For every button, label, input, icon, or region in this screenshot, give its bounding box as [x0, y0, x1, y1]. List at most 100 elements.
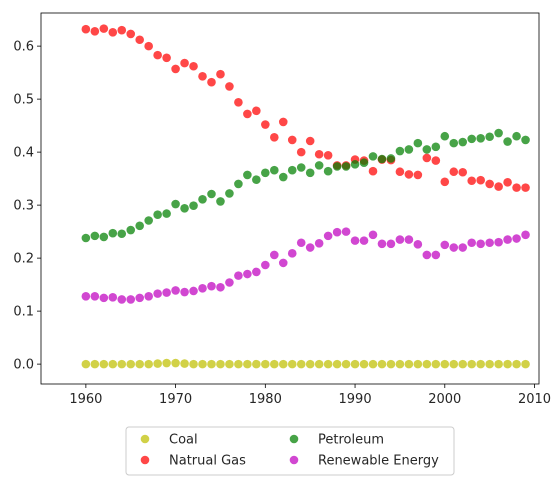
data-point	[432, 156, 441, 165]
data-point	[512, 183, 521, 192]
points-layer	[82, 24, 530, 368]
data-point	[458, 138, 467, 147]
data-point	[396, 235, 405, 244]
plot-frame	[41, 13, 539, 384]
data-point	[333, 228, 342, 237]
data-point	[207, 282, 216, 291]
series-renewable-energy	[82, 227, 530, 303]
legend-marker	[290, 456, 299, 465]
data-point	[476, 240, 485, 249]
data-point	[449, 243, 458, 252]
data-point	[234, 271, 243, 280]
data-point	[351, 360, 360, 369]
data-point	[503, 137, 512, 146]
data-point	[91, 292, 100, 301]
data-point	[153, 359, 162, 368]
data-point	[91, 232, 100, 241]
data-point	[126, 226, 135, 235]
data-point	[351, 160, 360, 169]
data-point	[360, 236, 369, 245]
data-point	[153, 210, 162, 219]
x-axis: 1960 1970 1980 1990 2000 2010	[69, 384, 551, 407]
data-point	[503, 178, 512, 187]
data-point	[351, 236, 360, 245]
legend-marker	[141, 435, 150, 444]
data-point	[342, 360, 351, 369]
data-point	[162, 209, 171, 218]
x-tick-label: 1960	[69, 392, 102, 407]
legend-label: Natrual Gas	[169, 454, 246, 469]
data-point	[324, 360, 333, 369]
y-tick-label: 0.0	[13, 358, 34, 373]
data-point	[476, 176, 485, 185]
legend: Coal Natrual Gas Petroleum Renewable Energy	[126, 427, 454, 475]
data-point	[423, 145, 432, 154]
data-point	[144, 42, 153, 51]
data-point	[324, 151, 333, 160]
data-point	[243, 360, 252, 369]
data-point	[180, 59, 189, 68]
data-point	[234, 180, 243, 189]
data-point	[494, 129, 503, 138]
data-point	[126, 360, 135, 369]
data-point	[432, 251, 441, 260]
data-point	[521, 360, 530, 369]
data-point	[207, 190, 216, 199]
y-tick-label: 0.2	[13, 252, 34, 267]
data-point	[82, 292, 91, 301]
data-point	[135, 294, 144, 303]
data-point	[270, 166, 279, 175]
data-point	[449, 167, 458, 176]
legend-label: Renewable Energy	[318, 454, 439, 469]
data-point	[405, 145, 414, 154]
data-point	[91, 360, 100, 369]
data-point	[387, 154, 396, 163]
data-point	[458, 168, 467, 177]
data-point	[414, 139, 423, 148]
data-point	[162, 359, 171, 368]
data-point	[360, 158, 369, 167]
data-point	[82, 234, 91, 243]
data-point	[189, 62, 198, 71]
data-point	[432, 143, 441, 152]
data-point	[171, 65, 180, 74]
data-point	[315, 360, 324, 369]
data-point	[252, 268, 261, 277]
data-point	[369, 167, 378, 176]
data-point	[198, 72, 207, 81]
x-tick-label: 1980	[249, 392, 282, 407]
data-point	[387, 240, 396, 249]
data-point	[485, 180, 494, 189]
data-point	[458, 243, 467, 252]
series-coal	[82, 359, 530, 369]
x-tick-label: 2010	[518, 392, 551, 407]
data-point	[503, 360, 512, 369]
data-point	[144, 216, 153, 225]
data-point	[512, 360, 521, 369]
data-point	[82, 360, 91, 369]
data-point	[378, 155, 387, 164]
data-point	[117, 295, 126, 304]
data-point	[521, 231, 530, 240]
data-point	[108, 293, 117, 302]
data-point	[521, 136, 530, 145]
data-point	[225, 360, 234, 369]
data-point	[423, 360, 432, 369]
data-point	[279, 259, 288, 268]
series-natrual-gas	[82, 24, 530, 192]
data-point	[485, 360, 494, 369]
data-point	[297, 163, 306, 172]
data-point	[306, 137, 315, 146]
data-point	[100, 24, 109, 33]
data-point	[135, 35, 144, 44]
data-point	[414, 240, 423, 249]
data-point	[144, 292, 153, 301]
data-point	[153, 51, 162, 60]
data-point	[449, 360, 458, 369]
data-point	[414, 171, 423, 180]
data-point	[189, 360, 198, 369]
data-point	[243, 270, 252, 279]
data-point	[225, 278, 234, 287]
data-point	[512, 132, 521, 141]
